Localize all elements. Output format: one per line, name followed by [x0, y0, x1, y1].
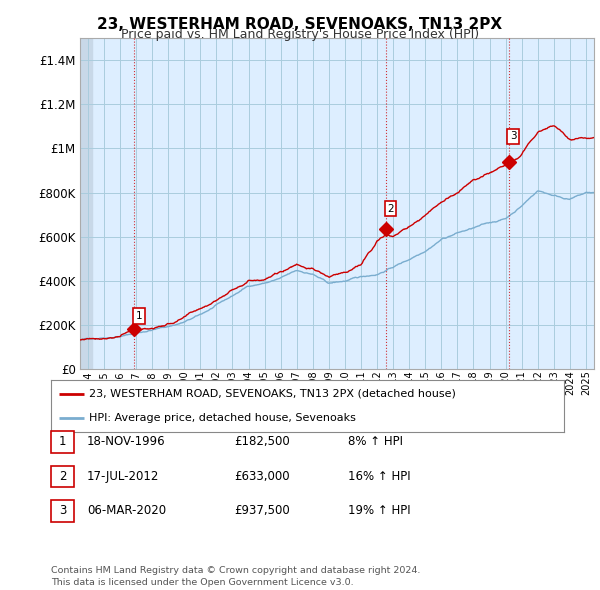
Text: 06-MAR-2020: 06-MAR-2020 — [87, 504, 166, 517]
Text: £182,500: £182,500 — [234, 435, 290, 448]
Text: 17-JUL-2012: 17-JUL-2012 — [87, 470, 160, 483]
Bar — [80, 38, 92, 369]
Text: £633,000: £633,000 — [234, 470, 290, 483]
Text: 1: 1 — [59, 435, 66, 448]
Text: 3: 3 — [510, 132, 517, 142]
Text: 23, WESTERHAM ROAD, SEVENOAKS, TN13 2PX (detached house): 23, WESTERHAM ROAD, SEVENOAKS, TN13 2PX … — [89, 389, 457, 399]
Text: 8% ↑ HPI: 8% ↑ HPI — [348, 435, 403, 448]
Text: 23, WESTERHAM ROAD, SEVENOAKS, TN13 2PX: 23, WESTERHAM ROAD, SEVENOAKS, TN13 2PX — [97, 17, 503, 31]
Text: 18-NOV-1996: 18-NOV-1996 — [87, 435, 166, 448]
Text: 1: 1 — [136, 311, 142, 321]
Text: 3: 3 — [59, 504, 66, 517]
Text: 19% ↑ HPI: 19% ↑ HPI — [348, 504, 410, 517]
Text: HPI: Average price, detached house, Sevenoaks: HPI: Average price, detached house, Seve… — [89, 413, 356, 423]
Text: 16% ↑ HPI: 16% ↑ HPI — [348, 470, 410, 483]
Text: Price paid vs. HM Land Registry's House Price Index (HPI): Price paid vs. HM Land Registry's House … — [121, 28, 479, 41]
Text: 2: 2 — [59, 470, 66, 483]
Text: £937,500: £937,500 — [234, 504, 290, 517]
Text: 2: 2 — [387, 204, 394, 214]
Text: Contains HM Land Registry data © Crown copyright and database right 2024.
This d: Contains HM Land Registry data © Crown c… — [51, 566, 421, 587]
